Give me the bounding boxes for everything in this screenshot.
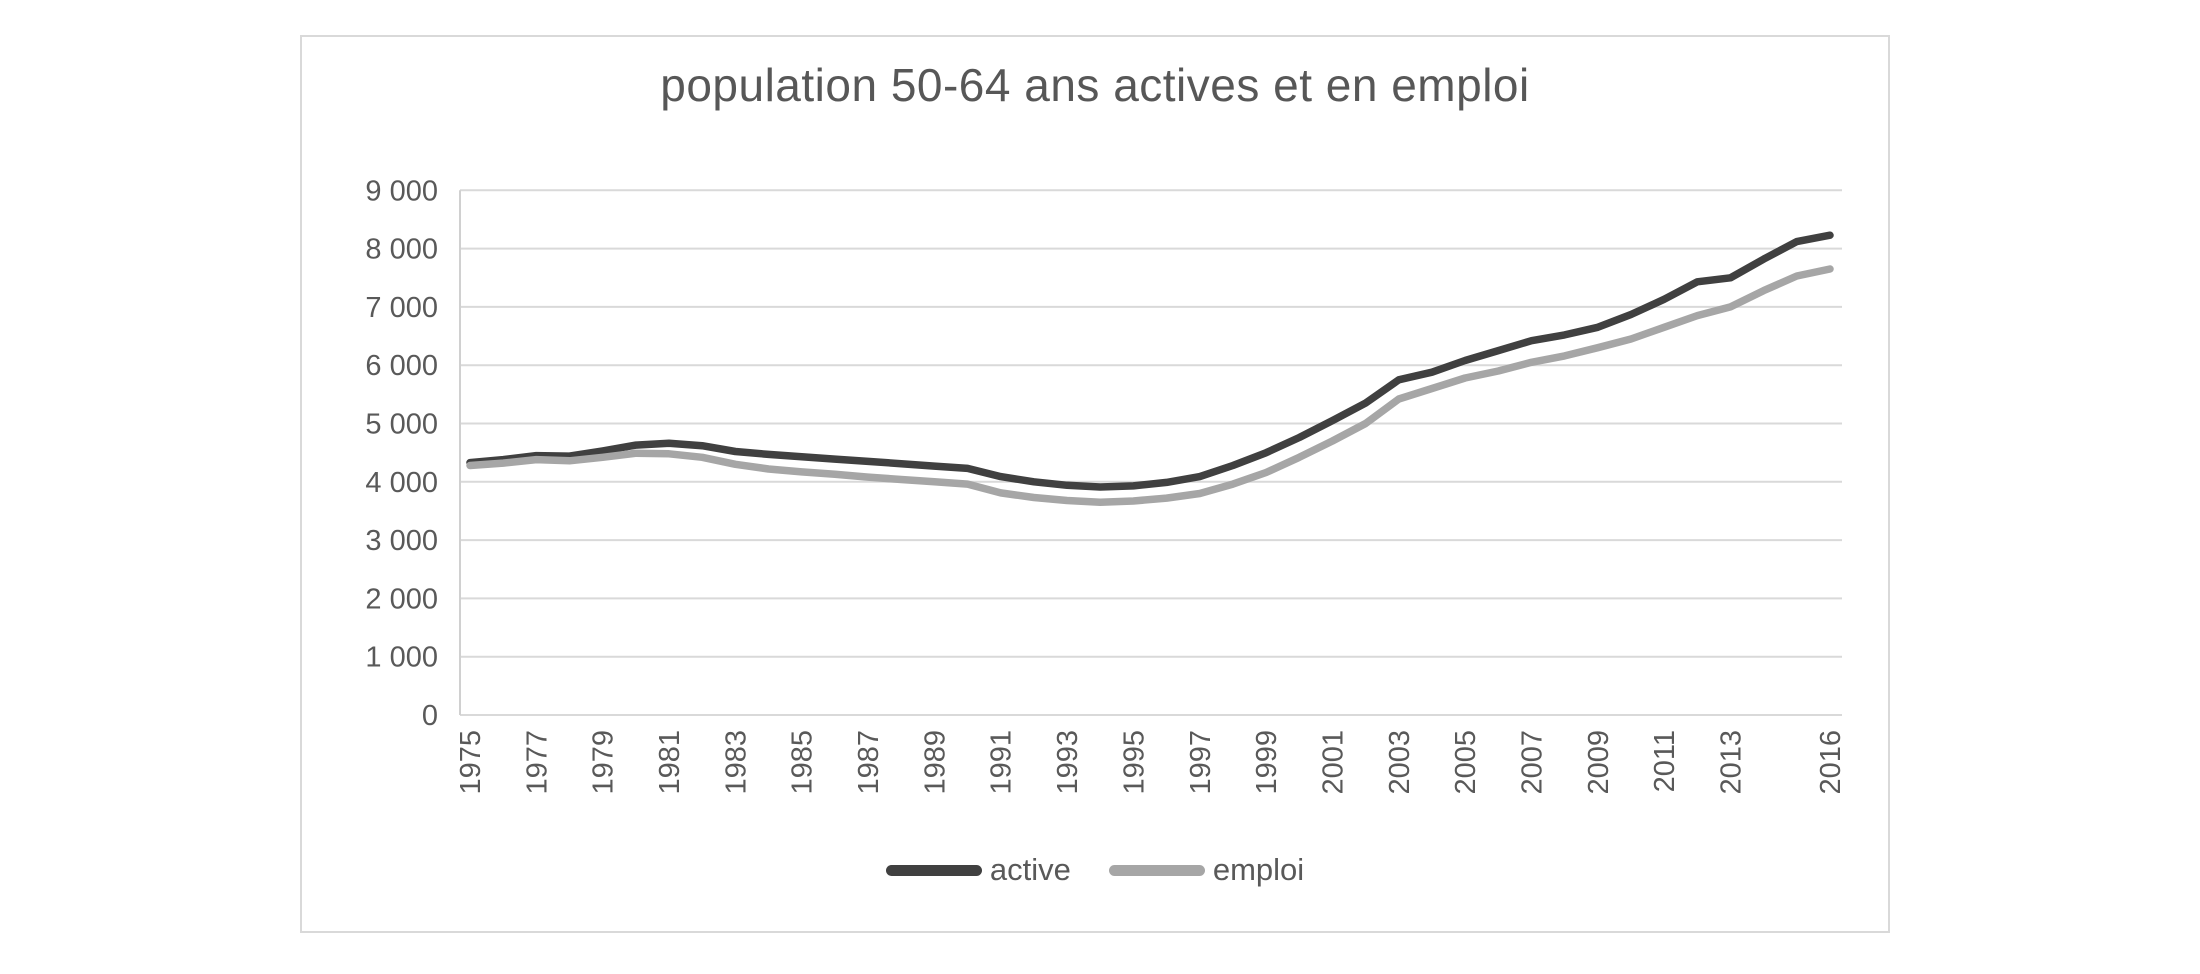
chart-title: population 50-64 ans actives et en emplo… (660, 59, 1530, 111)
x-tick-label: 2013 (1715, 730, 1747, 795)
y-tick-label: 6 000 (365, 350, 438, 382)
y-tick-label: 0 (422, 700, 438, 732)
y-tick-label: 8 000 (365, 234, 438, 266)
x-tick-label: 1983 (720, 730, 752, 795)
y-tick-label: 5 000 (365, 409, 438, 441)
emploi-line (466, 265, 1834, 506)
x-tick-label: 1977 (521, 730, 553, 795)
x-tick-label: 1997 (1185, 730, 1217, 795)
x-tick-label: 2005 (1450, 730, 1482, 795)
x-tick-label: 1995 (1118, 730, 1150, 795)
chart-legend: active emploi (300, 852, 1890, 888)
legend-item-emploi: emploi (1108, 852, 1305, 888)
y-tick-label: 3 000 (365, 525, 438, 557)
x-tick-label: 1991 (986, 730, 1018, 795)
legend-label-active: active (989, 852, 1071, 887)
x-tick-label: 1979 (588, 730, 620, 795)
x-tick-label: 2003 (1384, 730, 1416, 795)
x-tick-label: 1981 (654, 730, 686, 795)
active-line-swatch (885, 864, 982, 876)
x-tick-label: 2001 (1317, 730, 1349, 795)
active-line (466, 231, 1834, 491)
x-tick-label: 1999 (1251, 730, 1283, 795)
x-tick-label: 1975 (455, 730, 487, 795)
y-tick-label: 7 000 (365, 292, 438, 324)
emploi-line-swatch (1108, 864, 1205, 876)
x-tick-label: 2011 (1649, 730, 1681, 792)
legend-label-emploi: emploi (1212, 852, 1305, 887)
y-tick-label: 1 000 (365, 642, 438, 674)
x-tick-label: 2016 (1815, 730, 1847, 795)
x-tick-label: 2007 (1516, 730, 1548, 795)
y-tick-label: 2 000 (365, 583, 438, 615)
x-tick-label: 1985 (787, 730, 819, 795)
x-tick-label: 2009 (1583, 730, 1615, 795)
x-tick-label: 1987 (853, 730, 885, 795)
x-tick-label: 1989 (919, 730, 951, 795)
y-tick-label: 9 000 (365, 175, 438, 207)
y-tick-label: 4 000 (365, 467, 438, 499)
x-tick-label: 1993 (1052, 730, 1084, 795)
legend-item-active: active (885, 852, 1071, 888)
